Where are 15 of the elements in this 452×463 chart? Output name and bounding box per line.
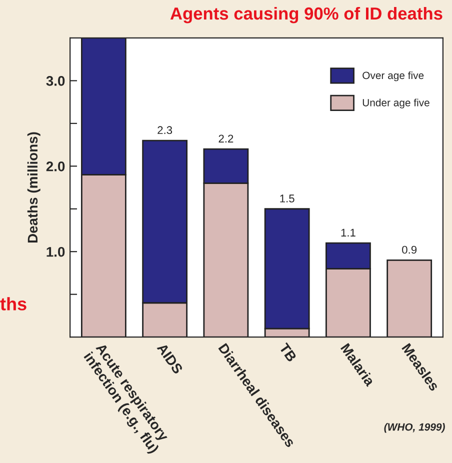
- total-label: 2.3: [158, 126, 172, 134]
- total-label: 2.2: [218, 134, 234, 142]
- legend-label: Over age five: [362, 71, 424, 82]
- legend-label: Under age five: [362, 98, 430, 108]
- chart-title: Agents causing 90% of ID deaths: [170, 6, 442, 24]
- y-axis-title: Deaths (millions): [27, 132, 40, 243]
- total-label: 1.5: [280, 194, 294, 202]
- text: (WHO, 1999): [384, 423, 445, 433]
- x-tick-label: TB: [278, 342, 297, 362]
- total-label: 0.9: [402, 246, 417, 254]
- text: ths: [0, 297, 26, 310]
- y-tick-label: 3.0: [46, 76, 65, 86]
- y-tick-label: 2.0: [46, 161, 65, 172]
- total-label: 1.1: [341, 228, 356, 236]
- y-tick-label: 1.0: [46, 246, 65, 257]
